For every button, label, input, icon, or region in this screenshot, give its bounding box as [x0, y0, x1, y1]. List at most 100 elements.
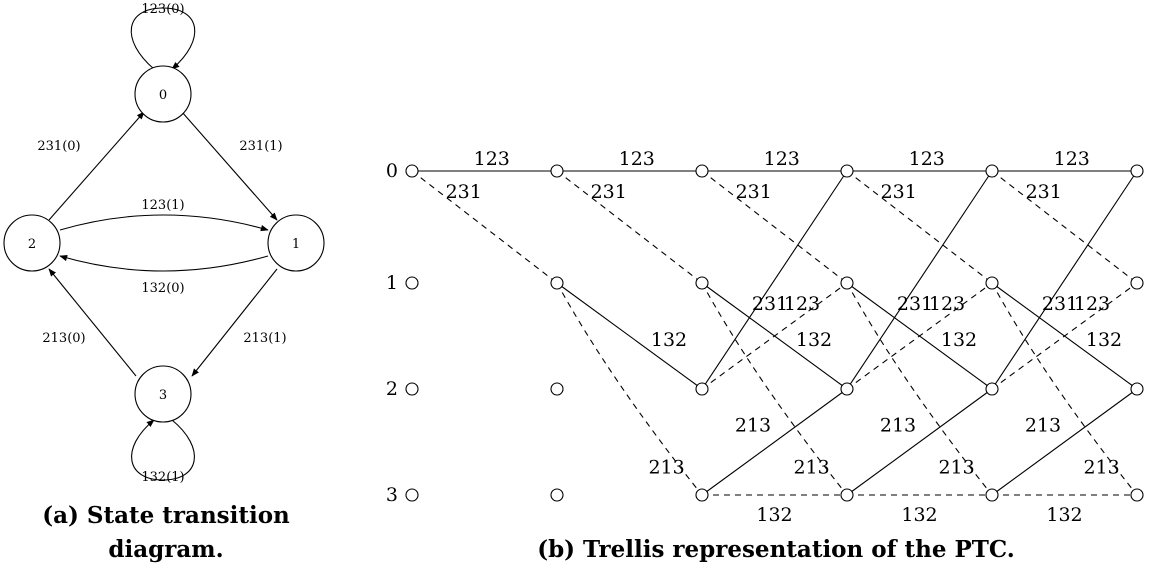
trellis-edge-s1_s3-stage-1 — [556, 282, 703, 496]
trellis-edge-label-s3_s3-stage-2: 132 — [756, 504, 792, 526]
trellis-state-label-1: 1 — [386, 272, 398, 294]
trellis-state-labels: 0 1 2 3 — [386, 160, 398, 506]
trellis-edge-label-s2_s0-stage-2: 231 — [752, 293, 788, 315]
trellis-node-stage-3-state-0 — [840, 164, 854, 178]
transition-label-2-1: 123(1) — [141, 198, 184, 213]
trellis-state-label-0: 0 — [386, 160, 398, 182]
trellis-edge-label-s1_s3-stage-3: 213 — [938, 457, 974, 479]
trellis-node-stage-2-state-0 — [695, 164, 709, 178]
trellis-edge-label-s1_s2-stage-3: 132 — [941, 329, 977, 351]
trellis-node-stage-1-state-0 — [550, 164, 564, 178]
edge-3-3 — [131, 419, 195, 481]
trellis-edge-label-s1_s2-stage-4: 132 — [1086, 329, 1122, 351]
trellis-edge-s2_s1-stage-4 — [991, 282, 1138, 390]
trellis-edge-label-s3_s2-stage-4: 213 — [1025, 414, 1061, 436]
edge-2-1 — [59, 214, 269, 232]
trellis-edge-label-s1_s2-stage-2: 132 — [796, 329, 832, 351]
trellis-edge-labels: 1232311232311322131232311322132311232131… — [446, 148, 1123, 526]
trellis-edge-s0_s1-stage-1 — [556, 170, 703, 284]
trellis-node-stage-4-state-0 — [985, 164, 999, 178]
trellis-edge-label-s1_s2-stage-1: 132 — [651, 329, 687, 351]
trellis-edges — [411, 170, 1138, 496]
trellis-edge-label-s2_s0-stage-4: 231 — [1042, 293, 1078, 315]
state-label-2: 2 — [28, 237, 36, 252]
trellis-edge-s2_s0-stage-2 — [701, 170, 848, 390]
trellis-node-stage-2-state-3 — [695, 488, 709, 502]
transition-label-2-0: 231(0) — [37, 139, 80, 154]
trellis-edge-s3_s2-stage-3 — [846, 388, 993, 496]
state-label-3: 3 — [159, 388, 167, 403]
trellis-node-stage-2-state-2 — [695, 382, 709, 396]
edge-0-0 — [130, 7, 196, 70]
trellis-edge-label-s2_s1-stage-3: 123 — [929, 293, 965, 315]
trellis-edge-label-s0_s0-stage-4: 123 — [1054, 148, 1090, 170]
transition-label-0-0: 123(0) — [141, 2, 184, 17]
state-node-1 — [267, 214, 325, 272]
trellis-edge-s3_s2-stage-4 — [991, 388, 1138, 496]
trellis-edge-label-s2_s1-stage-4: 123 — [1074, 293, 1110, 315]
trellis-edge-s0_s1-stage-0 — [411, 170, 558, 284]
trellis-edge-label-s0_s0-stage-3: 123 — [909, 148, 945, 170]
trellis-edge-s2_s1-stage-2 — [701, 282, 848, 390]
trellis-node-stage-5-state-3 — [1130, 488, 1144, 502]
edge-1-3 — [191, 268, 278, 377]
trellis-edge-label-s0_s1-stage-1: 231 — [591, 181, 627, 203]
state-label-0: 0 — [159, 88, 167, 103]
trellis-edge-label-s3_s3-stage-4: 132 — [1046, 504, 1082, 526]
transition-label-1-2: 132(0) — [141, 281, 184, 296]
trellis-node-stage-4-state-1 — [985, 276, 999, 290]
edge-0-1 — [181, 111, 278, 221]
trellis-node-stage-3-state-3 — [840, 488, 854, 502]
caption-a-line2: diagram. — [108, 536, 223, 563]
trellis-node-stage-0-state-2 — [405, 382, 419, 396]
trellis-edge-label-s0_s1-stage-4: 231 — [1026, 181, 1062, 203]
trellis-edge-label-s0_s1-stage-2: 231 — [736, 181, 772, 203]
trellis-edge-label-s0_s0-stage-2: 123 — [764, 148, 800, 170]
trellis-node-stage-4-state-3 — [985, 488, 999, 502]
trellis-edge-s1_s2-stage-1 — [556, 282, 703, 390]
caption-b: (b) Trellis representation of the PTC. — [537, 536, 1015, 563]
trellis-edge-label-s0_s0-stage-1: 123 — [619, 148, 655, 170]
trellis-node-stage-0-state-0 — [405, 164, 419, 178]
trellis-edge-s0_s1-stage-3 — [846, 170, 993, 284]
trellis-node-stage-3-state-2 — [840, 382, 854, 396]
transition-label-1-3: 213(1) — [243, 331, 286, 346]
trellis-edge-s0_s1-stage-2 — [701, 170, 848, 284]
trellis-edge-s0_s1-stage-4 — [991, 170, 1138, 284]
trellis-edge-label-s1_s3-stage-1: 213 — [648, 457, 684, 479]
trellis-node-stage-5-state-0 — [1130, 164, 1144, 178]
trellis-nodes — [405, 164, 1144, 502]
trellis-node-stage-1-state-1 — [550, 276, 564, 290]
trellis-edge-label-s0_s1-stage-3: 231 — [881, 181, 917, 203]
trellis-edge-s2_s1-stage-3 — [846, 282, 993, 390]
trellis-edge-label-s1_s3-stage-2: 213 — [793, 457, 829, 479]
trellis-edge-label-s0_s0-stage-0: 123 — [474, 148, 510, 170]
state-transition-diagram: 0 1 2 3 123(0) 231(1) 231(0) 123(1) 132(… — [3, 2, 325, 563]
trellis-node-stage-5-state-1 — [1130, 276, 1144, 290]
trellis-edge-label-s3_s3-stage-3: 132 — [901, 504, 937, 526]
trellis-node-stage-2-state-1 — [695, 276, 709, 290]
trellis-node-stage-5-state-2 — [1130, 382, 1144, 396]
trellis-state-label-2: 2 — [386, 378, 398, 400]
trellis-edge-s3_s2-stage-2 — [701, 388, 848, 496]
trellis-node-stage-4-state-2 — [985, 382, 999, 396]
edge-3-2 — [48, 268, 137, 377]
trellis-edge-label-s2_s0-stage-3: 231 — [897, 293, 933, 315]
trellis-node-stage-1-state-2 — [550, 382, 564, 396]
state-label-1: 1 — [292, 237, 300, 252]
state-node-0 — [134, 65, 192, 123]
trellis-edge-s2_s0-stage-3 — [846, 170, 993, 390]
trellis-edge-label-s0_s1-stage-0: 231 — [446, 181, 482, 203]
trellis-edge-label-s2_s1-stage-2: 123 — [784, 293, 820, 315]
transition-label-3-3: 132(1) — [141, 470, 184, 485]
trellis-edge-label-s1_s3-stage-4: 213 — [1083, 457, 1119, 479]
trellis-edge-s1_s3-stage-4 — [991, 282, 1138, 496]
trellis-edge-s1_s3-stage-3 — [846, 282, 993, 496]
edge-2-0 — [48, 111, 145, 221]
trellis-node-stage-0-state-1 — [405, 276, 419, 290]
trellis-edge-label-s3_s2-stage-2: 213 — [735, 414, 771, 436]
trellis-edge-label-s3_s2-stage-3: 213 — [880, 414, 916, 436]
transition-label-3-2: 213(0) — [42, 331, 85, 346]
trellis-node-stage-1-state-3 — [550, 488, 564, 502]
